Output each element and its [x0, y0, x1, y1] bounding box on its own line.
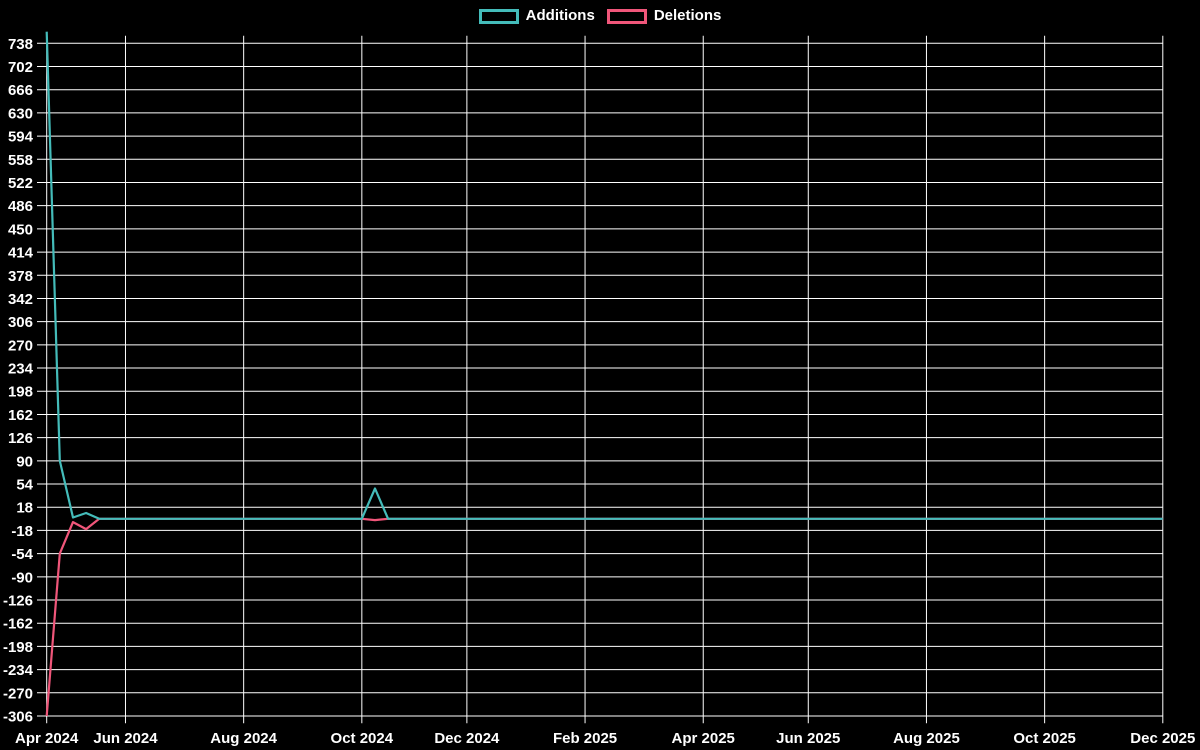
y-tick-label: 126 — [8, 430, 33, 447]
legend-label-deletions: Deletions — [653, 7, 722, 24]
y-tick-label: 54 — [16, 477, 33, 494]
x-tick-label: Jun 2024 — [93, 730, 158, 747]
y-tick-label: 342 — [8, 291, 33, 308]
x-tick-label: Oct 2024 — [331, 730, 394, 747]
deletions-line — [45, 517, 1163, 717]
x-tick-label: Dec 2025 — [1130, 730, 1195, 747]
y-tick-label: 630 — [8, 105, 33, 122]
chart-legend: Additions Deletions — [0, 8, 1200, 24]
y-tick-label: 558 — [8, 152, 33, 169]
y-tick-label: -234 — [3, 662, 34, 679]
y-tick-label: -306 — [3, 709, 33, 726]
additions-line — [45, 31, 1163, 520]
y-tick-label: 162 — [8, 407, 33, 424]
y-tick-label: 414 — [8, 245, 34, 262]
y-tick-label: 594 — [8, 129, 34, 146]
legend-item-additions[interactable]: Additions — [478, 7, 595, 24]
x-tick-labels: Apr 2024 Jun 2024 Aug 2024 Oct 2024 Dec 2024… — [15, 730, 1195, 747]
y-tick-label: -270 — [3, 685, 33, 702]
y-tick-label: -90 — [11, 569, 33, 586]
y-tick-label: 522 — [8, 175, 33, 192]
y-tick-label: -162 — [3, 616, 33, 633]
x-tick-label: Jun 2025 — [776, 730, 840, 747]
x-tick-label: Oct 2025 — [1013, 730, 1076, 747]
x-tick-label: Aug 2025 — [893, 730, 960, 747]
additions-swatch-icon — [478, 8, 519, 24]
y-tick-label: -126 — [3, 593, 33, 610]
y-tick-label: 738 — [8, 36, 33, 53]
y-tick-label: 306 — [8, 314, 33, 331]
x-tick-label: Dec 2024 — [434, 730, 500, 747]
y-tick-label: 18 — [16, 500, 33, 517]
x-tick-label: Apr 2024 — [15, 730, 79, 747]
y-tick-label: -18 — [11, 523, 33, 540]
y-tick-label: 702 — [8, 59, 33, 76]
legend-item-deletions[interactable]: Deletions — [606, 7, 722, 24]
x-tick-label: Apr 2025 — [672, 730, 735, 747]
y-tick-label: 378 — [8, 268, 33, 285]
y-tick-label: -198 — [3, 639, 33, 656]
y-tick-label: 90 — [16, 453, 33, 470]
y-tick-label: 486 — [8, 198, 33, 215]
y-gridlines — [37, 42, 1163, 717]
y-tick-label: -54 — [11, 546, 33, 563]
x-tick-label: Aug 2024 — [210, 730, 277, 747]
y-tick-label: 666 — [8, 82, 33, 99]
y-tick-label: 450 — [8, 221, 33, 238]
deletions-swatch-icon — [606, 8, 647, 24]
legend-label-additions: Additions — [525, 7, 595, 24]
y-tick-label: 234 — [8, 361, 34, 378]
x-tick-label: Feb 2025 — [553, 730, 617, 747]
y-tick-label: 270 — [8, 337, 33, 354]
y-tick-label: 198 — [8, 384, 33, 401]
x-gridlines — [46, 35, 1164, 724]
y-tick-labels: 738 702 666 630 594 558 522 486 450 414 378 342 306 2… — [3, 36, 34, 726]
